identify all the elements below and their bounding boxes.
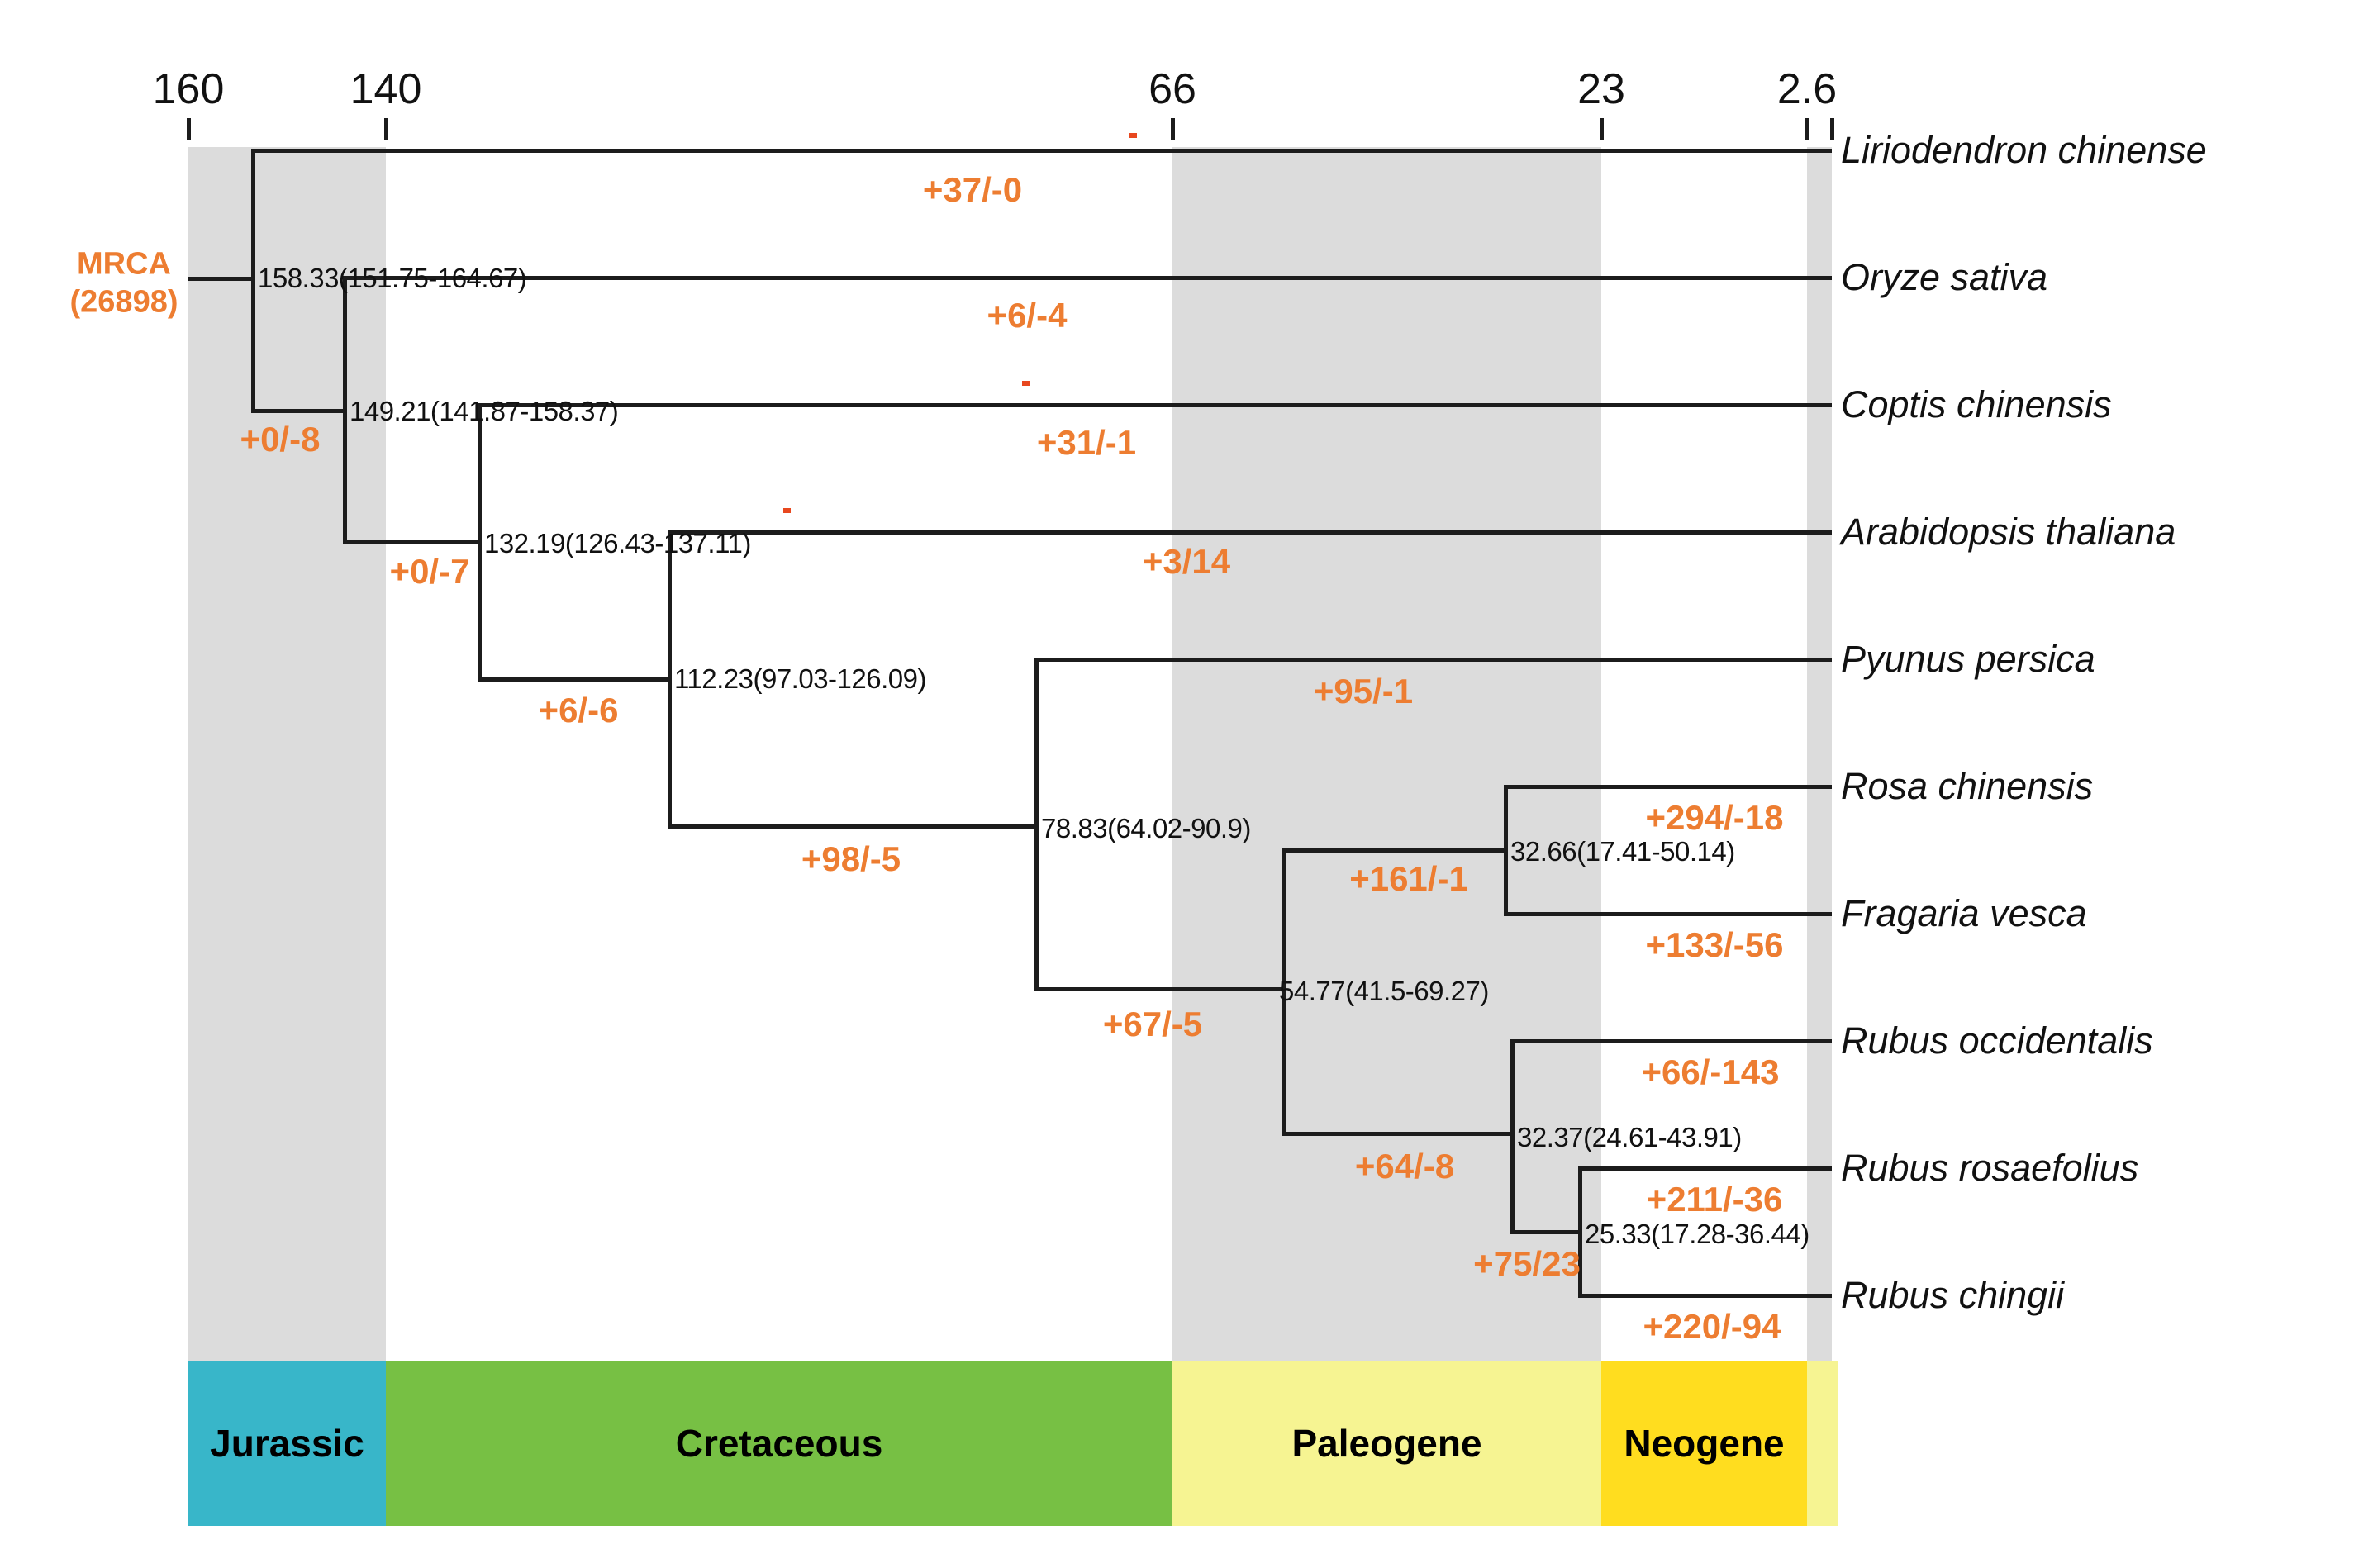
tree-node-bar <box>668 530 672 829</box>
tree-branch-line <box>1512 1230 1580 1234</box>
mrca-label: MRCA (26898) <box>70 245 178 321</box>
gene-gain-loss-label: +75/23 <box>1473 1244 1581 1283</box>
geological-period-label: Jurassic <box>210 1422 364 1465</box>
node-age-label: 25.33(17.28-36.44) <box>1585 1219 1809 1249</box>
time-axis-tick <box>1171 118 1175 140</box>
species-label: Rosa chinensis <box>1841 765 2094 807</box>
tree-node-bar <box>343 276 347 544</box>
gene-gain-loss-label: +294/-18 <box>1645 798 1784 837</box>
node-age-label: 54.77(41.5-69.27) <box>1279 976 1489 1006</box>
tree-node-bar <box>1034 658 1039 991</box>
tree-node-bar <box>478 403 482 682</box>
geological-period-label: Paleogene <box>1291 1422 1482 1465</box>
gene-gain-loss-label: +133/-56 <box>1645 925 1784 964</box>
geological-period-label: Neogene <box>1624 1422 1785 1465</box>
period-stripe <box>188 147 386 1361</box>
tree-branch-line <box>1284 1132 1512 1136</box>
node-age-label: 32.66(17.41-50.14) <box>1510 836 1735 867</box>
gene-gain-loss-label: +95/-1 <box>1313 672 1414 710</box>
time-axis-tick <box>1600 118 1604 140</box>
time-axis-tick-label: 2.6 <box>1776 65 1838 113</box>
tree-node-bar <box>1510 1039 1515 1234</box>
tree-branch-line <box>1505 785 1832 789</box>
geological-period-band: Paleogene <box>1172 1361 1601 1526</box>
gene-gain-loss-label: +0/-8 <box>240 420 321 459</box>
gene-gain-loss-label: +6/-4 <box>987 296 1068 335</box>
time-axis-tick <box>187 118 191 140</box>
tree-node-bar <box>1504 785 1508 916</box>
red-speck <box>1129 133 1137 138</box>
gene-gain-loss-label: +66/-143 <box>1641 1052 1780 1091</box>
tree-branch-line <box>1036 658 1832 662</box>
species-label: Fragaria vesca <box>1841 892 2087 934</box>
gene-gain-loss-label: +220/-94 <box>1643 1307 1781 1346</box>
gene-gain-loss-label: +0/-7 <box>389 552 470 591</box>
tree-node-bar <box>251 149 255 413</box>
time-axis-tick-label: 23 <box>1577 65 1625 113</box>
tree-branch-line <box>479 677 669 682</box>
tree-branch-line <box>1580 1294 1832 1298</box>
tree-branch-line <box>253 149 1832 153</box>
tree-branch-line <box>345 276 1832 280</box>
geological-period-band: Cretaceous <box>386 1361 1172 1526</box>
tree-branch-line <box>345 540 479 544</box>
tree-branch-line <box>1284 848 1505 853</box>
species-label: Rubus rosaefolius <box>1841 1147 2139 1189</box>
node-age-label: 112.23(97.03-126.09) <box>674 663 926 694</box>
geological-period-label: Cretaceous <box>675 1422 883 1465</box>
tree-branch-line <box>479 403 1832 407</box>
species-label: Liriodendron chinense <box>1841 129 2207 171</box>
gene-gain-loss-label: +64/-8 <box>1354 1147 1455 1186</box>
tree-node-bar <box>1578 1166 1582 1298</box>
red-speck <box>783 508 791 513</box>
gene-gain-loss-label: +67/-5 <box>1102 1005 1203 1043</box>
gene-gain-loss-label: +31/-1 <box>1036 423 1137 462</box>
node-age-label: 32.37(24.61-43.91) <box>1517 1122 1742 1152</box>
time-axis-tick <box>1830 118 1834 140</box>
species-label: Pyunus persica <box>1841 638 2095 680</box>
period-stripe <box>1172 147 1601 1361</box>
time-axis-tick <box>1805 118 1809 140</box>
geological-period-band <box>1807 1361 1838 1526</box>
gene-gain-loss-label: +211/-36 <box>1646 1180 1783 1219</box>
node-age-label: 132.19(126.43-137.11) <box>484 528 751 558</box>
geological-period-band: Neogene <box>1601 1361 1807 1526</box>
period-stripe <box>1807 147 1832 1361</box>
species-label: Rubus occidentalis <box>1841 1019 2153 1062</box>
time-axis-tick-label: 160 <box>152 65 225 113</box>
species-label: Coptis chinensis <box>1841 383 2112 425</box>
gene-gain-loss-label: +3/14 <box>1142 542 1231 581</box>
tree-branch-line <box>669 530 1832 535</box>
species-label: Oryze sativa <box>1841 256 2048 298</box>
node-age-label: 149.21(141.87-158.37) <box>350 396 619 426</box>
node-age-label: 158.33(151.75-164.67) <box>258 263 527 293</box>
tree-branch-line <box>1505 912 1832 916</box>
tree-branch-line <box>188 277 253 281</box>
mrca-label-line2: (26898) <box>69 284 178 319</box>
tree-branch-line <box>253 409 345 413</box>
time-axis-tick-label: 140 <box>350 65 422 113</box>
tree-branch-line <box>669 824 1036 829</box>
red-speck <box>1022 381 1030 386</box>
gene-gain-loss-label: +98/-5 <box>801 839 901 878</box>
mrca-label-line1: MRCA <box>77 246 171 282</box>
geological-period-band: Jurassic <box>188 1361 386 1526</box>
gene-gain-loss-label: +6/-6 <box>538 691 619 729</box>
node-age-label: 78.83(64.02-90.9) <box>1041 813 1251 843</box>
gene-gain-loss-label: +161/-1 <box>1349 859 1468 898</box>
gene-gain-loss-label: +37/-0 <box>922 170 1023 209</box>
time-axis-tick <box>384 118 388 140</box>
species-label: Arabidopsis thaliana <box>1841 511 2176 553</box>
tree-branch-line <box>1036 987 1284 991</box>
species-label: Rubus chingii <box>1841 1274 2065 1316</box>
tree-branch-line <box>1580 1166 1832 1171</box>
time-axis-tick-label: 66 <box>1148 65 1196 113</box>
tree-branch-line <box>1512 1039 1832 1043</box>
tree-node-bar <box>1282 848 1286 1136</box>
